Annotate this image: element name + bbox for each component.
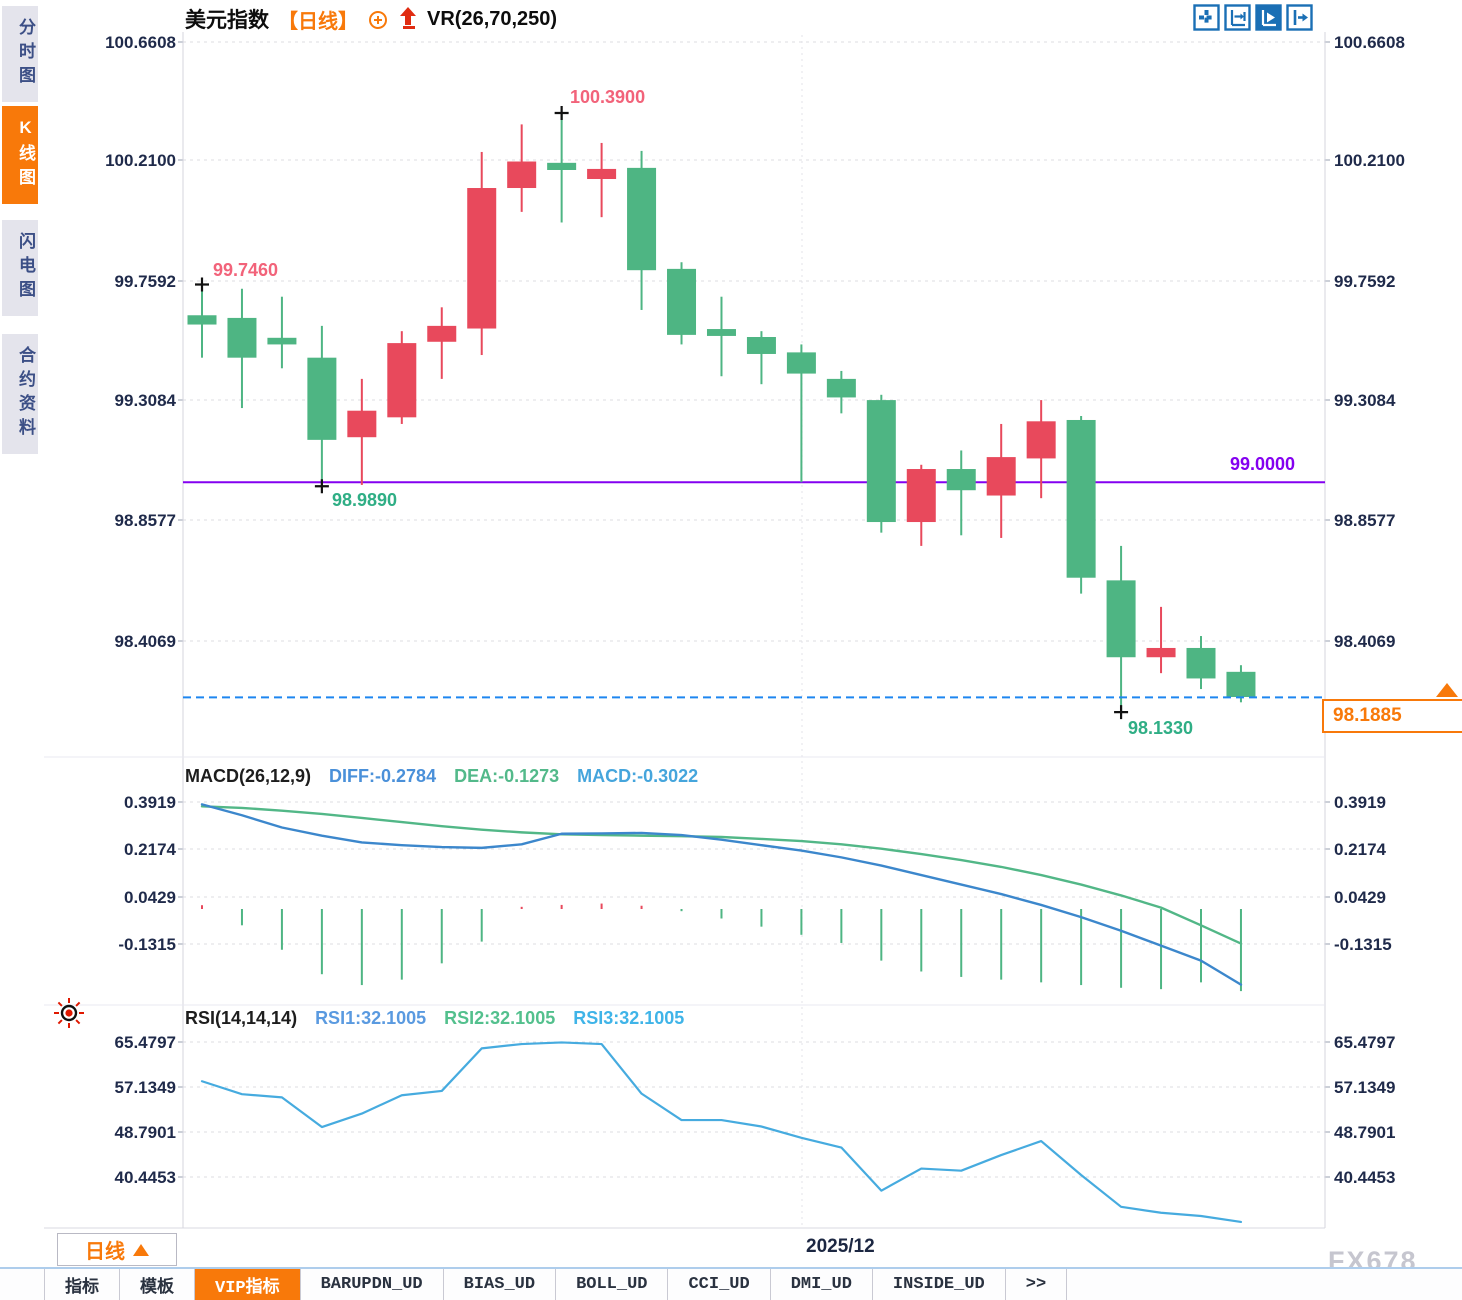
add-indicator-icon[interactable] xyxy=(367,7,389,31)
svg-text:40.4453: 40.4453 xyxy=(1334,1168,1395,1187)
tab-label: CCI_UD xyxy=(688,1275,750,1294)
triangle-up-icon xyxy=(133,1243,149,1256)
current-price-tag: 98.1885 xyxy=(1322,699,1462,733)
tab-bias-ud[interactable]: BIAS_UD xyxy=(444,1269,557,1300)
svg-text:-0.1315: -0.1315 xyxy=(118,935,176,954)
pan-right-icon[interactable] xyxy=(1286,4,1313,31)
tab-cci-ud[interactable]: CCI_UD xyxy=(668,1269,771,1300)
svg-text:0.2174: 0.2174 xyxy=(124,840,177,859)
swing-low-label-1: 98.9890 xyxy=(332,490,398,510)
svg-text:57.1349: 57.1349 xyxy=(115,1078,176,1097)
period-selector-label: 日线 xyxy=(85,1241,125,1263)
sidebar-item-label: 合约资料 xyxy=(16,346,35,442)
svg-text:-0.1315: -0.1315 xyxy=(1334,935,1392,954)
tab-inside-ud[interactable]: INSIDE_UD xyxy=(873,1269,1006,1300)
tab-dmi-ud[interactable]: DMI_UD xyxy=(771,1269,873,1300)
chart-toolbar xyxy=(1193,4,1313,31)
svg-text:99.3084: 99.3084 xyxy=(115,391,177,410)
rsi3-value: RSI3:32.1005 xyxy=(573,1008,685,1028)
svg-text:0.3919: 0.3919 xyxy=(1334,793,1386,812)
svg-text:98.8577: 98.8577 xyxy=(115,511,176,530)
auto-scroll-icon[interactable] xyxy=(1255,4,1282,31)
svg-text:0.0429: 0.0429 xyxy=(1334,888,1386,907)
svg-text:48.7901: 48.7901 xyxy=(1334,1123,1395,1142)
sidebar-item-candle-chart[interactable]: K线图 xyxy=(2,106,38,204)
svg-text:99.7592: 99.7592 xyxy=(1334,272,1395,291)
indicator-sun-icon[interactable] xyxy=(52,996,86,1030)
price-up-marker-icon xyxy=(1436,683,1458,697)
svg-text:100.6608: 100.6608 xyxy=(105,33,176,52)
svg-text:57.1349: 57.1349 xyxy=(1334,1078,1395,1097)
macd-pane-labels: MACD(26,12,9) DIFF:-0.2784 DEA:-0.1273 M… xyxy=(185,766,698,787)
tab-label: 模板 xyxy=(140,1278,174,1298)
svg-text:100.6608: 100.6608 xyxy=(1334,33,1405,52)
tab-boll-ud[interactable]: BOLL_UD xyxy=(556,1269,669,1300)
chart-header: 美元指数 【日线】 VR(26,70,250) xyxy=(185,4,557,34)
indicator-tab-bar: 指标 模板 VIP指标 BARUPDN_UD BIAS_UD BOLL_UD C… xyxy=(0,1269,1462,1300)
sidebar-item-label: 分时图 xyxy=(16,18,35,90)
macd-macd-value: MACD:-0.3022 xyxy=(577,766,699,786)
tab-label: BOLL_UD xyxy=(576,1275,648,1294)
swing-high-label-2: 100.3900 xyxy=(570,87,646,107)
fit-y-axis-icon[interactable] xyxy=(1224,4,1251,31)
svg-text:98.8577: 98.8577 xyxy=(1334,511,1395,530)
macd-name-label: MACD(26,12,9) xyxy=(185,766,312,786)
x-axis-date-label: 2025/12 xyxy=(806,1236,875,1257)
svg-text:65.4797: 65.4797 xyxy=(115,1033,176,1052)
rsi1-value: RSI1:32.1005 xyxy=(315,1008,427,1028)
svg-text:65.4797: 65.4797 xyxy=(1334,1033,1395,1052)
hline-price-label: 99.0000 xyxy=(1230,454,1296,474)
svg-text:99.7592: 99.7592 xyxy=(115,272,176,291)
macd-diff-value: DIFF:-0.2784 xyxy=(329,766,437,786)
swing-low-label-2: 98.1330 xyxy=(1128,718,1194,738)
tab-label: >> xyxy=(1025,1275,1047,1294)
svg-text:0.3919: 0.3919 xyxy=(124,793,176,812)
sidebar-item-label: K线图 xyxy=(16,118,35,192)
svg-text:40.4453: 40.4453 xyxy=(115,1168,176,1187)
svg-text:0.0429: 0.0429 xyxy=(124,888,176,907)
tab-label: 指标 xyxy=(65,1278,99,1298)
rsi-pane-labels: RSI(14,14,14) RSI1:32.1005 RSI2:32.1005 … xyxy=(185,1008,684,1029)
tab-label: BIAS_UD xyxy=(463,1275,536,1294)
period-tag: 【日线】 xyxy=(278,10,358,33)
svg-text:99.3084: 99.3084 xyxy=(1334,391,1396,410)
tab-label: INSIDE_UD xyxy=(892,1275,985,1294)
macd-dea-value: DEA:-0.1273 xyxy=(454,766,560,786)
tab-label: DMI_UD xyxy=(790,1275,852,1294)
bottom-separator xyxy=(0,1267,1462,1269)
rsi-name-label: RSI(14,14,14) xyxy=(185,1008,298,1028)
svg-text:48.7901: 48.7901 xyxy=(115,1123,176,1142)
svg-text:100.2100: 100.2100 xyxy=(1334,151,1405,170)
symbol-title: 美元指数 xyxy=(185,9,269,32)
tab-label: VIP指标 xyxy=(215,1278,280,1298)
svg-text:98.4069: 98.4069 xyxy=(1334,632,1395,651)
svg-text:100.2100: 100.2100 xyxy=(105,151,176,170)
svg-text:98.4069: 98.4069 xyxy=(115,632,176,651)
up-arrow-icon xyxy=(398,6,418,32)
move-crosshair-icon[interactable] xyxy=(1193,4,1220,31)
tab-indicator[interactable]: 指标 xyxy=(44,1269,120,1300)
tab-label: BARUPDN_UD xyxy=(320,1275,423,1294)
tab-template[interactable]: 模板 xyxy=(120,1269,195,1300)
sidebar-item-label: 闪电图 xyxy=(16,232,35,304)
sidebar-item-time-chart[interactable]: 分时图 xyxy=(2,6,38,102)
tab-more[interactable]: >> xyxy=(1006,1269,1068,1300)
swing-high-label-1: 99.7460 xyxy=(213,260,279,280)
sidebar-item-contract-info[interactable]: 合约资料 xyxy=(2,334,38,454)
period-selector[interactable]: 日线 xyxy=(57,1233,177,1266)
tab-barupdn-ud[interactable]: BARUPDN_UD xyxy=(301,1269,444,1300)
tab-vip-indicator[interactable]: VIP指标 xyxy=(195,1269,301,1300)
rsi2-value: RSI2:32.1005 xyxy=(444,1008,556,1028)
sidebar-item-flash-chart[interactable]: 闪电图 xyxy=(2,220,38,316)
svg-text:0.2174: 0.2174 xyxy=(1334,840,1387,859)
indicator-title: VR(26,70,250) xyxy=(427,7,558,30)
